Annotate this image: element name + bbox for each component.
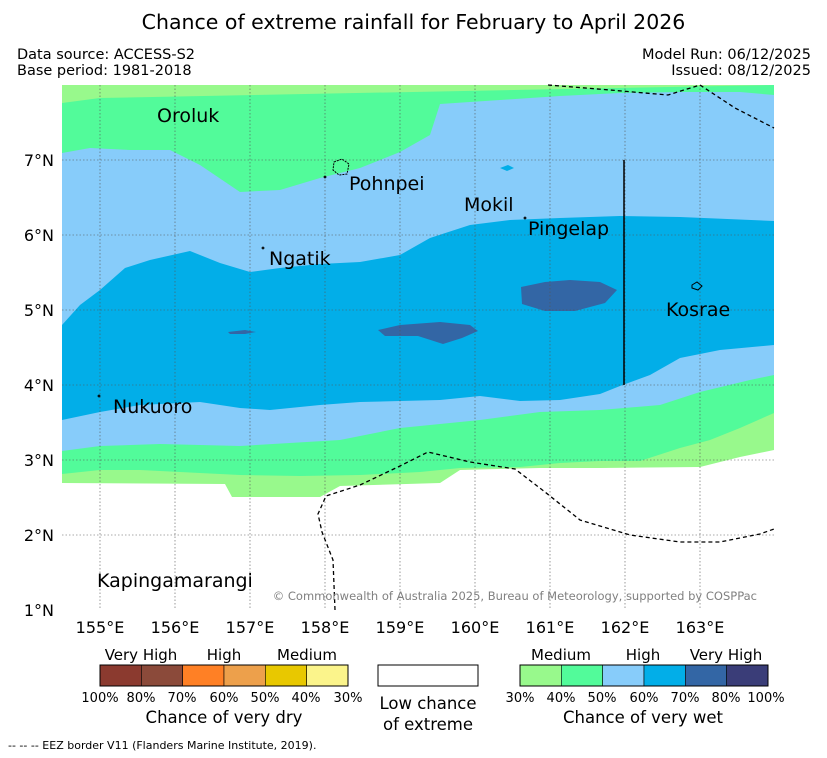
wet-tick-label: 40% (547, 691, 576, 706)
ngatik-island (261, 246, 265, 250)
eez-footnote: -- -- -- EEZ border V11 (Flanders Marine… (8, 739, 317, 752)
wet-group-label: Medium (531, 646, 591, 664)
legend-dry: Very High High Medium 100% 80% 70% 60% 5… (81, 646, 362, 727)
kosrae-island (691, 281, 703, 291)
lat-tick: 3°N (24, 451, 54, 470)
dry-tick-label: 80% (127, 691, 156, 706)
gridlines (62, 85, 774, 610)
dry-tick-label: 30% (334, 691, 363, 706)
islands (97, 158, 703, 398)
pohnpei-islet (323, 175, 327, 179)
legend-swatch (561, 664, 603, 687)
lon-tick: 158°E (301, 618, 350, 637)
lat-tick: 1°N (24, 601, 54, 620)
wet-tick-label: 80% (712, 691, 741, 706)
legend-wet: Medium High Very High 30% 40% 50% 60% 70… (506, 646, 785, 727)
wet-tick-label: 30% (506, 691, 535, 706)
dry-tick-label: 50% (251, 691, 280, 706)
lat-tick: 7°N (24, 151, 54, 170)
low-chance-swatch (377, 664, 479, 687)
lon-tick: 162°E (601, 618, 650, 637)
wet-tick-label: 50% (588, 691, 617, 706)
lon-tick: 160°E (451, 618, 500, 637)
wet-tick-label: 70% (671, 691, 700, 706)
wet-color-bar (519, 664, 769, 687)
copyright-notice: © Commonwealth of Australia 2025, Bureau… (273, 589, 757, 603)
issued-date: Issued: 08/12/2025 (671, 63, 811, 79)
legend-swatch (306, 664, 349, 687)
legend-swatch (265, 664, 307, 687)
legend-swatch (141, 664, 183, 687)
field-70-80 (521, 280, 617, 311)
lat-labels: 7°N 6°N 5°N 4°N 3°N 2°N 1°N (24, 151, 54, 620)
low-chance-line1: Low chance (379, 694, 476, 713)
lat-tick: 2°N (24, 526, 54, 545)
legend-low-chance: Low chance of extreme (377, 664, 479, 734)
place-label-ngatik: Ngatik (269, 248, 331, 270)
wet-tick-label: 100% (747, 691, 784, 706)
model-run: Model Run: 06/12/2025 (641, 47, 811, 63)
dry-tick-label: 40% (292, 691, 321, 706)
mokil-island (523, 216, 527, 220)
wet-tick-label: 60% (630, 691, 659, 706)
wet-group-label: Very High (690, 646, 763, 664)
place-label-nukuoro: Nukuoro (113, 396, 192, 418)
lon-tick: 161°E (526, 618, 575, 637)
nukuoro-island (97, 394, 101, 398)
field-60-70 (500, 165, 514, 171)
lon-tick: 156°E (151, 618, 200, 637)
legend-swatch (182, 664, 225, 687)
dry-group-label: Medium (277, 646, 337, 664)
data-source: Data source: ACCESS-S2 (17, 47, 196, 63)
lat-tick: 6°N (24, 226, 54, 245)
wet-caption: Chance of very wet (563, 708, 724, 727)
legend-swatch (519, 664, 562, 687)
dry-tick-label: 70% (168, 691, 197, 706)
low-chance-line2: of extreme (383, 715, 473, 734)
dry-group-label: High (207, 646, 241, 664)
base-period: Base period: 1981-2018 (17, 63, 192, 79)
legend-swatch (726, 664, 769, 687)
dry-tick-label: 60% (210, 691, 239, 706)
lon-labels: 155°E 156°E 157°E 158°E 159°E 160°E 161°… (76, 618, 725, 637)
field-70-80 (378, 322, 478, 344)
place-label-pingelap: Pingelap (528, 218, 609, 240)
lon-tick: 159°E (376, 618, 425, 637)
lon-tick: 155°E (76, 618, 125, 637)
map-title: Chance of extreme rainfall for February … (141, 10, 686, 34)
probability-fields (62, 85, 774, 610)
place-label-mokil: Mokil (464, 194, 514, 216)
legend-swatch (643, 664, 686, 687)
place-label-oroluk: Oroluk (157, 105, 219, 127)
pohnpei-island (332, 158, 350, 176)
legend-swatch (99, 664, 142, 687)
dry-color-bar (99, 664, 349, 687)
dry-tick-label: 100% (81, 691, 118, 706)
dry-caption: Chance of very dry (146, 708, 303, 727)
legend-swatch (223, 664, 266, 687)
place-labels: Oroluk Pohnpei Mokil Pingelap Ngatik Kos… (97, 105, 730, 592)
legend-swatch (602, 664, 645, 687)
field-70-80 (228, 330, 256, 334)
wet-group-label: High (626, 646, 660, 664)
field-60-70 (62, 216, 774, 420)
dry-group-label: Very High (105, 646, 178, 664)
place-label-kosrae: Kosrae (666, 299, 730, 321)
lon-tick: 157°E (226, 618, 275, 637)
lat-tick: 5°N (24, 301, 54, 320)
place-label-pohnpei: Pohnpei (349, 173, 425, 195)
lat-tick: 4°N (24, 376, 54, 395)
place-label-kapingamarangi: Kapingamarangi (97, 570, 253, 592)
legend-swatch (685, 664, 727, 687)
eez-border (317, 84, 775, 611)
lon-tick: 163°E (676, 618, 725, 637)
